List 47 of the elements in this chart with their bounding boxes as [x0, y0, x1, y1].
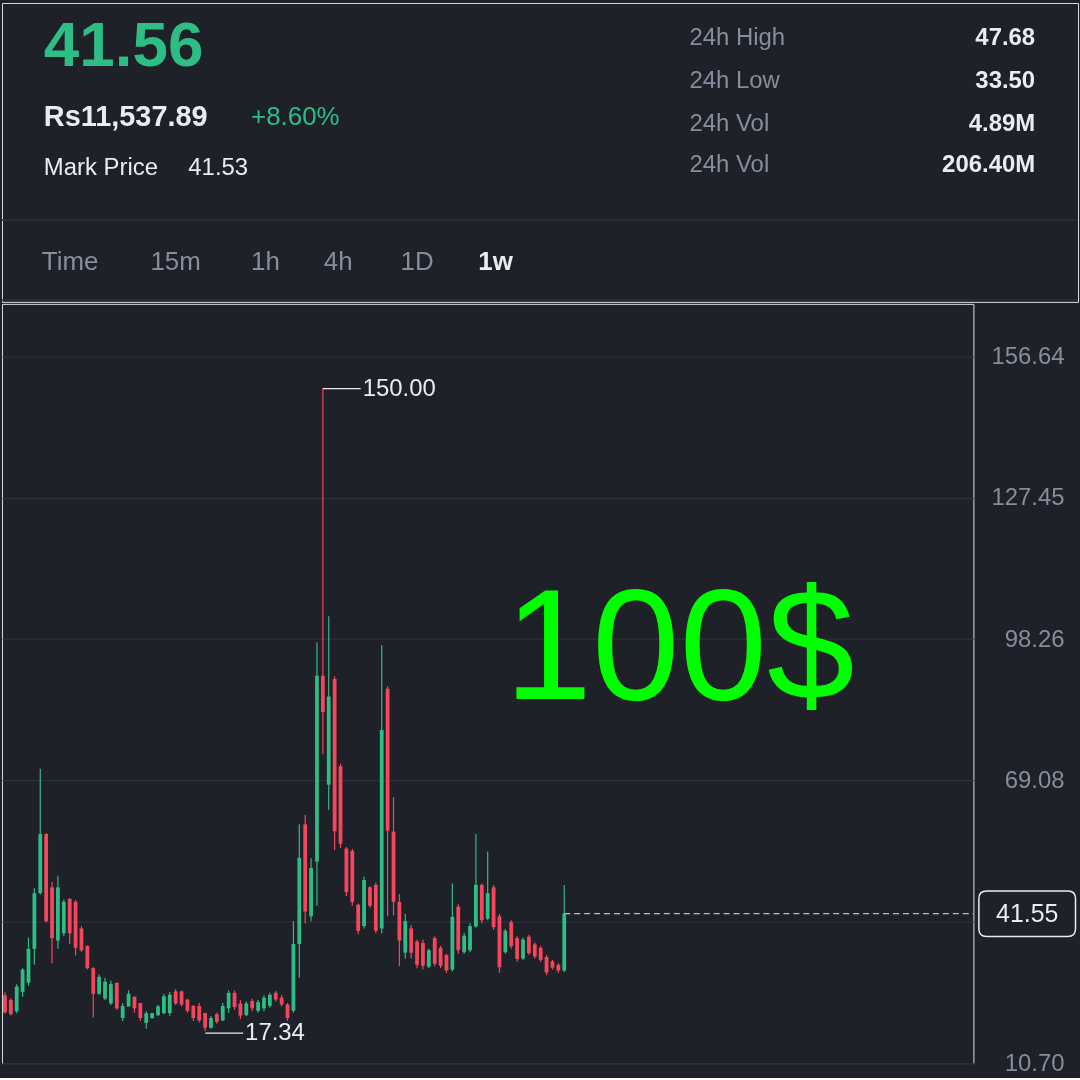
candlestick [527, 934, 531, 956]
candlestick [521, 937, 525, 961]
candlestick [97, 973, 102, 996]
text: 24h Vol [689, 150, 770, 178]
candlestick [226, 989, 231, 1014]
candlestick [415, 938, 419, 969]
text: 206.40M [942, 150, 1036, 178]
text: 24h Low [689, 65, 781, 93]
text: 1w [478, 247, 514, 275]
candlestick [462, 932, 467, 955]
candlestick [162, 993, 166, 1015]
candlestick [109, 980, 113, 1006]
candlestick [368, 885, 372, 909]
y-tick-label: 69.08 [1004, 765, 1065, 793]
annotation: 17.34 [245, 1018, 305, 1046]
candlestick [85, 944, 90, 971]
text: 47.68 [975, 22, 1036, 50]
y-tick-label: 98.26 [1004, 624, 1065, 652]
candlestick [515, 935, 520, 963]
y-tick-label: 156.64 [991, 341, 1065, 369]
candlestick [167, 991, 172, 1017]
ref-line-label: 41.55 [996, 898, 1059, 927]
text: Mark Price [43, 153, 159, 181]
candlestick [503, 928, 508, 955]
candlestick [3, 991, 7, 1015]
text: 24h Vol [689, 108, 770, 136]
text: 4.89M [968, 108, 1036, 136]
text: Rs11,537.89 [43, 99, 208, 132]
y-tick-label: 127.45 [991, 483, 1065, 511]
y-tick-label: 10.70 [1004, 1048, 1065, 1076]
text: 1h [251, 247, 280, 275]
text: Time [41, 247, 99, 275]
text: 1D [400, 247, 434, 275]
candlestick [103, 977, 107, 1001]
annotation: 150.00 [362, 373, 436, 401]
candlestick [197, 1002, 202, 1023]
text: 4h [323, 247, 353, 275]
candlestick [320, 388, 325, 755]
text: 24h High [689, 22, 786, 50]
candlestick [421, 938, 425, 971]
text: +8.60% [251, 101, 340, 130]
text: 41.56 [43, 7, 204, 80]
text: 15m [150, 247, 201, 275]
text: 41.53 [188, 153, 249, 181]
annotation: 100$ [504, 557, 855, 733]
candlestick [426, 948, 431, 969]
text: 33.50 [975, 65, 1036, 93]
